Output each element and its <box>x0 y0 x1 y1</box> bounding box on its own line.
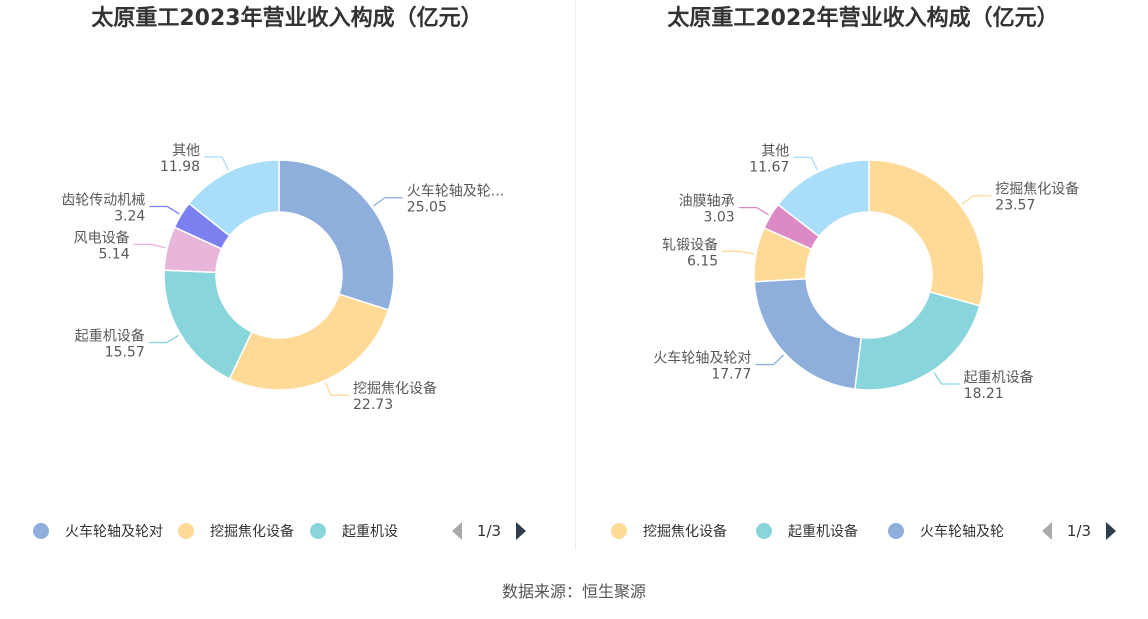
donut-slice[interactable] <box>777 159 870 238</box>
slice-label: 起重机设备 <box>964 369 1034 386</box>
donut-slice[interactable] <box>853 290 981 391</box>
donut-slice[interactable] <box>228 293 390 391</box>
legend-label[interactable]: 火车轮轴及轮 <box>920 523 1004 540</box>
donut-slice[interactable] <box>278 159 395 311</box>
legend-prev-icon[interactable] <box>1042 522 1052 540</box>
leader-line <box>324 382 350 396</box>
legend-page-indicator: 1/3 <box>1067 522 1091 540</box>
donut-slice[interactable] <box>753 277 863 390</box>
leader-line <box>148 334 180 344</box>
slice-value: 6.15 <box>687 253 718 269</box>
leader-line <box>738 206 770 216</box>
legend-label[interactable]: 火车轮轴及轮对 <box>65 523 163 540</box>
slice-value: 17.77 <box>711 367 751 383</box>
leader-line <box>933 371 960 385</box>
slice-label: 齿轮传动机械 <box>61 193 145 209</box>
legend-swatch[interactable] <box>310 523 326 539</box>
chart-title: 太原重工2023年营业收入构成（亿元） <box>91 6 483 31</box>
slice-value: 15.57 <box>105 345 145 361</box>
panel-divider <box>575 0 576 550</box>
slice-label: 挖掘焦化设备 <box>995 181 1079 198</box>
leader-line <box>204 156 229 170</box>
donut-chart-2023: 火车轮轴及轮...25.05挖掘焦化设备22.73起重机设备15.57风电设备5… <box>33 143 526 540</box>
slice-label: 火车轮轴及轮... <box>407 183 504 200</box>
slice-label: 轧锻设备 <box>662 236 718 253</box>
leader-line <box>961 195 992 205</box>
leader-line <box>133 243 166 249</box>
legend-next-icon[interactable] <box>516 522 526 540</box>
chart-2023: 太原重工2023年营业收入构成（亿元） 火车轮轴及轮... 25.05 挖掘焦化设备… <box>0 0 574 560</box>
slice-label: 其他 <box>172 143 200 159</box>
leader-line <box>793 156 819 171</box>
legend-swatch[interactable] <box>33 523 49 539</box>
legend-swatch[interactable] <box>888 523 904 539</box>
chart-title: 太原重工2022年营业收入构成（亿元） <box>667 6 1059 31</box>
slice-label: 风电设备 <box>74 229 130 246</box>
legend-label[interactable]: 挖掘焦化设备 <box>643 523 727 540</box>
slice-value: 5.14 <box>98 246 129 262</box>
slice-value: 3.24 <box>114 209 145 225</box>
legend-prev-icon[interactable] <box>452 522 462 540</box>
legend-swatch[interactable] <box>178 523 194 539</box>
leader-line <box>755 354 785 366</box>
slice-label: 起重机设备 <box>75 328 145 345</box>
slice-label: 火车轮轴及轮对 <box>653 350 751 367</box>
slice-label: 其他 <box>761 143 789 159</box>
slice-value: 3.03 <box>703 210 734 226</box>
slice-value: 22.73 <box>353 397 393 413</box>
legend-label[interactable]: 挖掘焦化设备 <box>210 523 294 540</box>
donut-chart-2022: 挖掘焦化设备23.57起重机设备18.21火车轮轴及轮对17.77轧锻设备6.1… <box>611 143 1116 540</box>
legend-swatch[interactable] <box>611 523 627 539</box>
leader-line <box>722 250 755 255</box>
legend-page-indicator: 1/3 <box>477 522 501 540</box>
legend-label[interactable]: 起重机设备 <box>788 523 858 540</box>
slice-value: 18.21 <box>964 386 1004 402</box>
slice-value: 11.98 <box>160 159 200 175</box>
chart-2022: 太原重工2022年营业收入构成（亿元） 挖掘焦化设备 23.57 起重机设备 18.2… <box>576 0 1148 560</box>
donut-slice[interactable] <box>868 159 985 307</box>
legend-label[interactable]: 起重机设 <box>342 524 398 540</box>
leader-line <box>373 197 403 207</box>
slice-label: 挖掘焦化设备 <box>353 380 437 397</box>
slice-value: 11.67 <box>749 159 789 175</box>
legend-swatch[interactable] <box>756 523 772 539</box>
legend-next-icon[interactable] <box>1106 522 1116 540</box>
donut-slice[interactable] <box>187 159 280 237</box>
slice-value: 25.05 <box>407 200 447 216</box>
data-source: 数据来源：恒生聚源 <box>501 582 646 601</box>
leader-line <box>149 205 180 215</box>
slice-value: 23.57 <box>995 198 1035 214</box>
slice-label: 油膜轴承 <box>679 194 735 210</box>
